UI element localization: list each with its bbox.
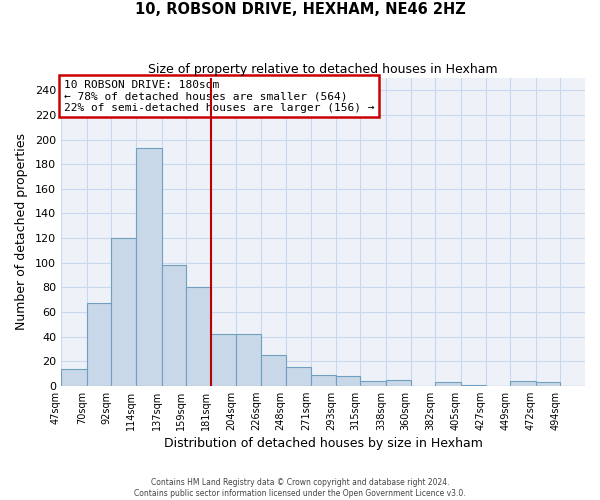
Text: 10 ROBSON DRIVE: 180sqm
← 78% of detached houses are smaller (564)
22% of semi-d: 10 ROBSON DRIVE: 180sqm ← 78% of detache…	[64, 80, 374, 113]
Bar	[536, 382, 560, 386]
Text: 10, ROBSON DRIVE, HEXHAM, NE46 2HZ: 10, ROBSON DRIVE, HEXHAM, NE46 2HZ	[134, 2, 466, 18]
Bar	[112, 238, 136, 386]
Bar	[286, 368, 311, 386]
Bar	[161, 265, 186, 386]
Bar	[386, 380, 411, 386]
Y-axis label: Number of detached properties: Number of detached properties	[15, 134, 28, 330]
Title: Size of property relative to detached houses in Hexham: Size of property relative to detached ho…	[148, 62, 498, 76]
Bar	[61, 368, 87, 386]
Bar	[186, 288, 211, 386]
Bar	[311, 374, 336, 386]
Bar	[361, 381, 386, 386]
Bar	[461, 384, 485, 386]
Bar	[436, 382, 461, 386]
Bar	[236, 334, 261, 386]
Bar	[336, 376, 361, 386]
Bar	[510, 381, 536, 386]
Text: Contains HM Land Registry data © Crown copyright and database right 2024.
Contai: Contains HM Land Registry data © Crown c…	[134, 478, 466, 498]
Bar	[136, 148, 161, 386]
Bar	[261, 355, 286, 386]
Bar	[211, 334, 236, 386]
X-axis label: Distribution of detached houses by size in Hexham: Distribution of detached houses by size …	[164, 437, 482, 450]
Bar	[87, 304, 112, 386]
